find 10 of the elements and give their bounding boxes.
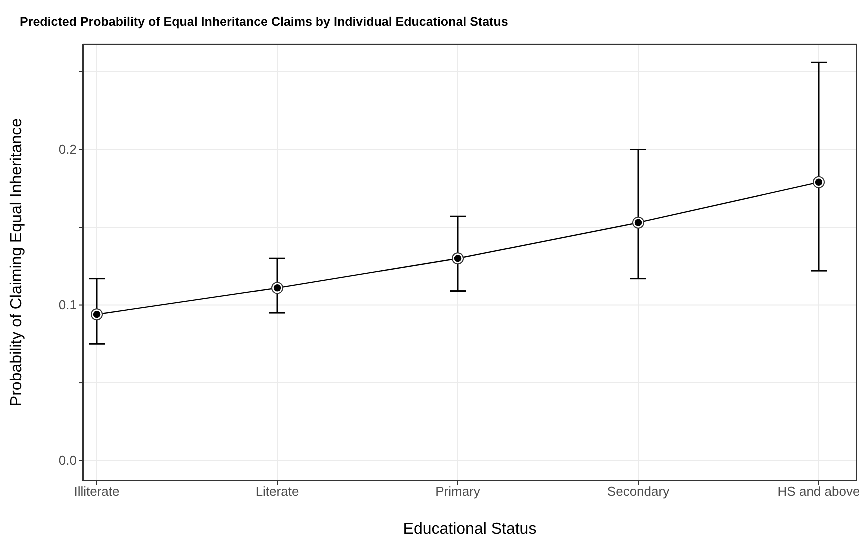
x-tick-label: Illiterate: [74, 484, 120, 500]
x-axis-title: Educational Status: [403, 521, 537, 537]
x-tick-label: Primary: [436, 484, 481, 500]
chart-title: Predicted Probability of Equal Inheritance Claims by Individual Educational Status: [19, 14, 510, 31]
y-axis-title: Probability of Claiming Equal Inheritance: [8, 118, 26, 407]
y-tick-label: 0.2: [58, 142, 77, 157]
y-tick-label: 0.0: [58, 452, 77, 468]
x-tick-label: Secondary: [607, 484, 670, 500]
x-tick-label: Literate: [256, 484, 300, 500]
y-tick-label: 0.1: [58, 297, 77, 312]
